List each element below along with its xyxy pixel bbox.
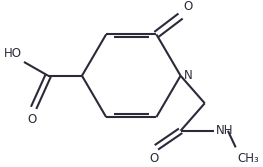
Text: HO: HO (4, 47, 22, 60)
Text: CH₃: CH₃ (237, 152, 259, 165)
Text: O: O (150, 152, 159, 165)
Text: NH: NH (216, 124, 234, 137)
Text: O: O (184, 0, 193, 13)
Text: N: N (184, 69, 192, 82)
Text: O: O (27, 113, 36, 126)
